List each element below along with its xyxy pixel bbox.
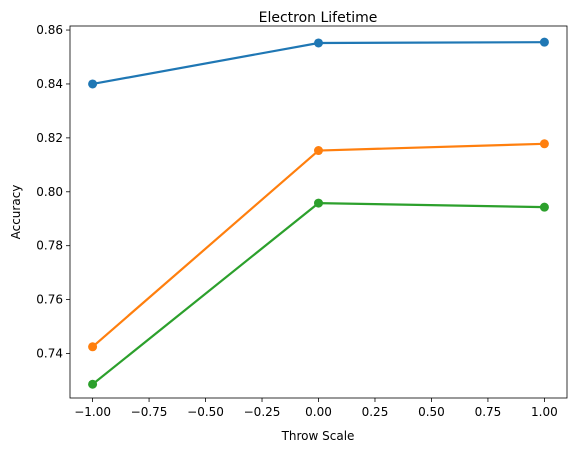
data-point-series-3 [314,198,323,208]
chart-title: Electron Lifetime [259,10,378,26]
y-tick-label: 0.86 [36,23,63,37]
x-tick-label: 0.50 [418,405,445,419]
data-point-series-1 [88,79,98,89]
data-point-series-2 [88,342,98,352]
x-axis: −1.00 −0.75 −0.50 −0.25 0.00 0.25 0.50 0.75 1.00 [74,398,558,419]
y-tick-label: 0.78 [36,239,63,253]
series-line-3 [91,201,545,386]
series-layer [88,37,549,389]
x-axis-label: Throw Scale [281,429,355,443]
x-tick-label: −0.75 [131,405,168,419]
series-line-1 [92,41,545,86]
y-axis-label: Accuracy [9,185,23,240]
data-point-series-1 [539,37,549,47]
x-tick-label: −0.25 [244,405,281,419]
y-tick-label: 0.82 [36,131,63,145]
y-tick-label: 0.80 [36,185,63,199]
y-tick-label: 0.76 [36,293,63,307]
data-point-series-2 [314,146,323,156]
data-point-series-2 [539,139,549,149]
x-tick-label: 0.25 [362,405,389,419]
x-tick-label: −0.50 [187,405,224,419]
y-tick-label: 0.74 [36,347,63,361]
data-point-series-3 [539,202,549,212]
series-line-2 [91,142,545,348]
y-axis: 0.74 0.76 0.78 0.80 0.82 0.84 0.86 [36,23,70,361]
x-tick-label: 0.00 [305,405,332,419]
y-tick-label: 0.84 [36,77,63,91]
x-tick-label: −1.00 [74,405,111,419]
x-tick-label: 0.75 [475,405,502,419]
data-point-series-3 [88,379,98,389]
x-tick-label: 1.00 [531,405,558,419]
data-point-series-1 [314,38,323,48]
